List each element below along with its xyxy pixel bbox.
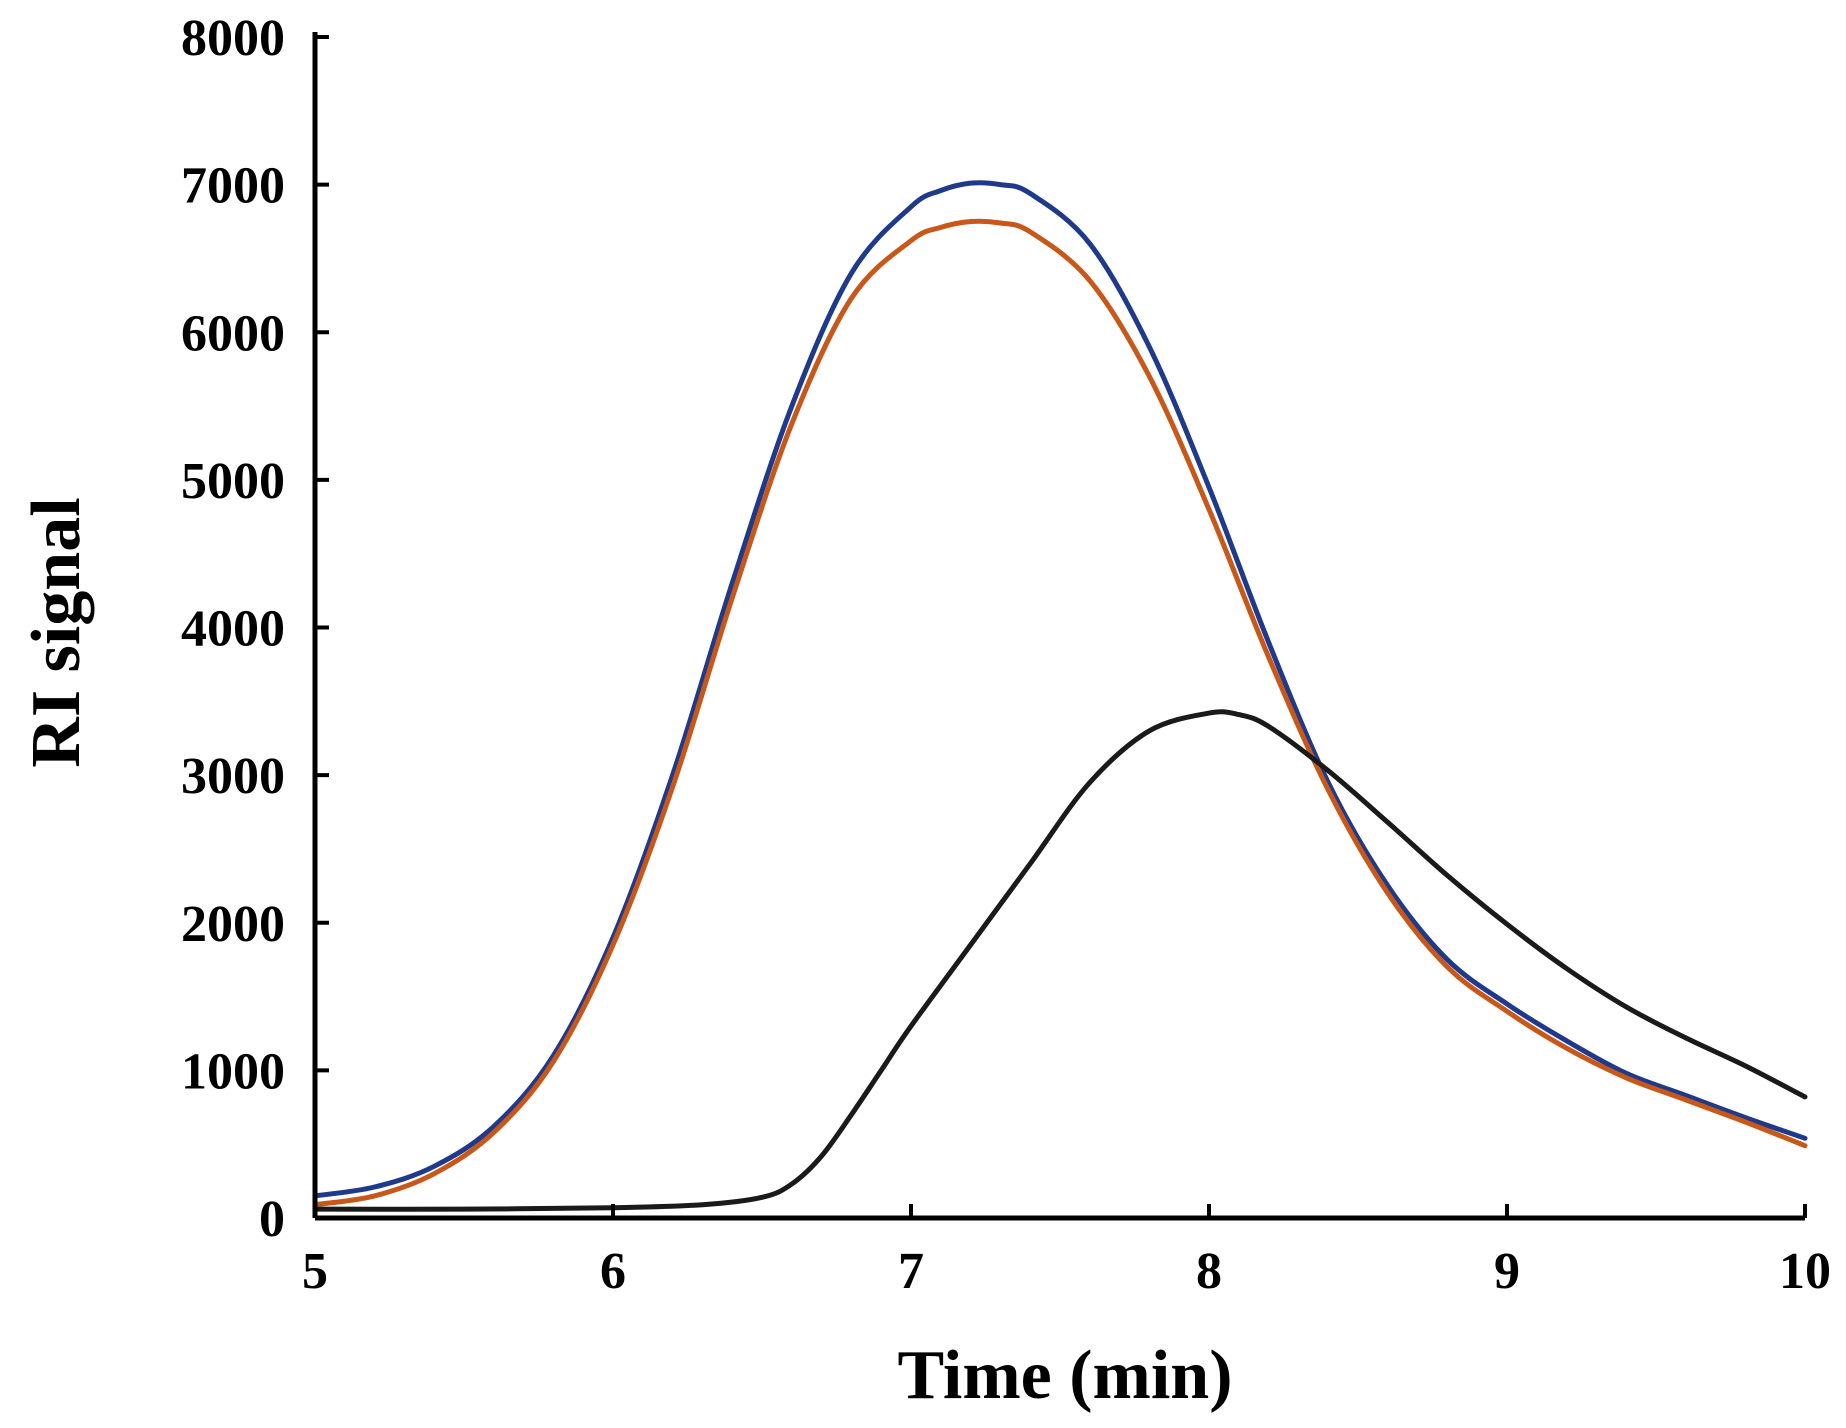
series-line-orange (312, 218, 1808, 1208)
series-layer (312, 180, 1808, 1212)
x-tick-label: 10 (1779, 1243, 1831, 1300)
y-tick-label: 6000 (181, 305, 285, 362)
x-tick-label: 9 (1494, 1243, 1520, 1300)
y-tick-label: 5000 (181, 453, 285, 510)
y-tick-label: 7000 (181, 158, 285, 215)
y-tick-label: 4000 (181, 601, 285, 658)
y-tick-label: 3000 (181, 748, 285, 805)
x-axis-title: Time (min) (897, 1337, 1232, 1414)
y-axis-title: RI signal (18, 497, 95, 767)
axes-layer (312, 32, 1805, 1221)
ticks-layer: 0 1000 2000 3000 4000 5000 6000 7000 8000 5 6 7 8 9 10 (181, 10, 1831, 1300)
y-tick-label: 1000 (181, 1043, 285, 1100)
series-line-blue (312, 180, 1808, 1199)
x-tick-label: 5 (302, 1243, 328, 1300)
x-tick-label: 6 (600, 1243, 626, 1300)
y-tick-label: 0 (259, 1191, 285, 1248)
series-line-black (312, 709, 1808, 1212)
x-tick-label: 8 (1196, 1243, 1222, 1300)
y-tick-label: 8000 (181, 10, 285, 67)
y-tick-label: 2000 (181, 896, 285, 953)
x-tick-label: 7 (898, 1243, 924, 1300)
